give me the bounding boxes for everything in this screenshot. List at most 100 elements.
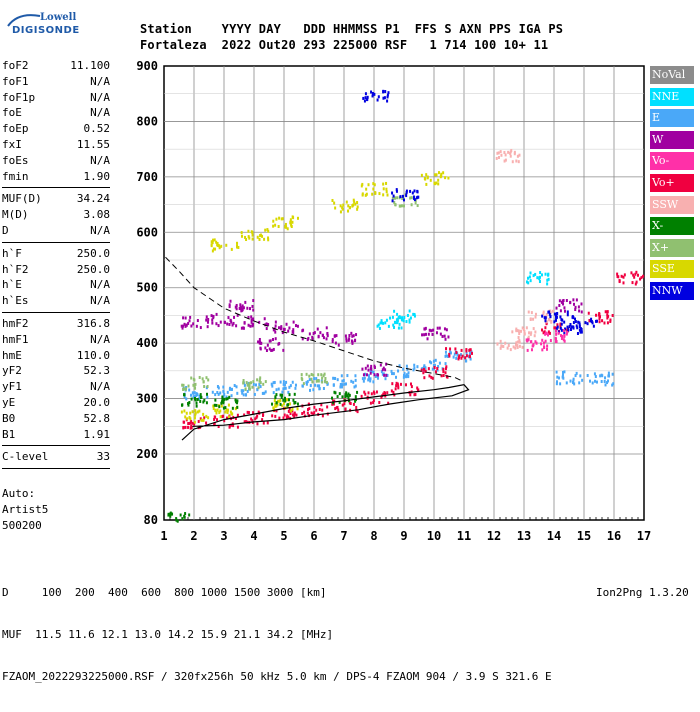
echo-mark (542, 312, 545, 316)
echo-mark (348, 334, 351, 338)
echo-mark (194, 386, 197, 390)
echo-mark (445, 365, 448, 369)
echo-mark (580, 310, 583, 314)
echo-mark (248, 387, 251, 391)
echo-mark (545, 313, 548, 317)
echo-mark (281, 331, 284, 335)
echo-mark (263, 317, 266, 321)
echo-mark (374, 191, 377, 195)
echo-mark (226, 416, 229, 420)
echo-mark (430, 361, 433, 365)
echo-mark (424, 177, 427, 181)
param-label: foEp (2, 122, 29, 136)
echo-mark (529, 279, 532, 283)
echo-mark (558, 299, 561, 303)
echo-mark (496, 342, 499, 346)
echo-mark (220, 404, 223, 408)
echo-mark (228, 425, 231, 429)
echo-mark (611, 313, 614, 317)
echo-mark (274, 402, 277, 406)
echo-mark (449, 350, 452, 354)
echo-mark (444, 350, 447, 354)
echo-mark (570, 325, 573, 329)
echo-mark (544, 272, 547, 276)
echo-mark (565, 299, 568, 303)
echo-mark (215, 418, 218, 422)
echo-mark (246, 389, 249, 393)
echo-mark (325, 326, 328, 330)
echo-mark (182, 383, 185, 387)
echo-mark (379, 363, 382, 367)
echo-mark (381, 368, 384, 372)
param-value: N/A (90, 153, 110, 167)
echo-mark (345, 200, 348, 204)
y-tick-label: 400 (136, 336, 158, 350)
echo-mark (631, 281, 634, 285)
echo-mark (554, 312, 557, 316)
echo-mark (182, 420, 185, 424)
legend-item: SSW (650, 195, 694, 214)
echo-mark (389, 316, 392, 320)
echo-mark (277, 326, 280, 330)
echo-mark (215, 312, 218, 316)
echo-mark (393, 200, 396, 204)
echo-mark (214, 247, 217, 251)
echo-mark (370, 392, 373, 396)
echo-mark (410, 196, 413, 200)
header-labels: Station YYYY DAY DDD HHMMSS P1 FFS S AXN… (140, 22, 564, 36)
legend-item: SSE (650, 260, 694, 279)
echo-mark (167, 513, 170, 517)
echo-mark (398, 364, 401, 368)
echo-mark (272, 391, 275, 395)
echo-mark (301, 384, 304, 388)
echo-mark (341, 403, 344, 407)
echo-mark (240, 306, 243, 310)
echo-mark (611, 383, 614, 387)
echo-mark (558, 303, 561, 307)
echo-mark (515, 341, 518, 345)
echo-mark (601, 319, 604, 323)
echo-mark (195, 392, 198, 396)
echo-mark (402, 198, 405, 202)
echo-mark (443, 334, 446, 338)
echo-mark (336, 378, 339, 382)
echo-mark (470, 351, 473, 355)
echo-mark (396, 321, 399, 325)
echo-mark (236, 241, 239, 245)
echo-mark (207, 317, 210, 321)
echo-mark (187, 403, 190, 407)
echo-mark (365, 187, 368, 191)
echo-mark (216, 408, 219, 412)
echo-mark (421, 333, 424, 337)
echo-mark (574, 374, 577, 378)
echo-mark (556, 375, 559, 379)
echo-mark (305, 381, 308, 385)
echo-mark (382, 392, 385, 396)
echo-mark (369, 377, 372, 381)
echo-mark (352, 203, 355, 207)
echo-mark (420, 173, 423, 177)
echo-mark (225, 243, 228, 247)
echo-mark (354, 395, 357, 399)
echo-mark (275, 388, 278, 392)
echo-mark (552, 309, 555, 313)
echo-mark (369, 371, 372, 375)
echo-mark (382, 193, 385, 197)
param-row: yF2 52.3 (2, 363, 110, 379)
echo-mark (244, 387, 247, 391)
echo-mark (282, 402, 285, 406)
echo-mark (548, 312, 551, 316)
echo-mark (396, 196, 399, 200)
echo-mark (398, 322, 401, 326)
echo-mark (247, 323, 250, 327)
echo-mark (306, 408, 309, 412)
echo-mark (333, 201, 336, 205)
param-label: yE (2, 395, 16, 409)
echo-mark (187, 425, 190, 429)
echo-mark (563, 333, 566, 337)
echo-mark (604, 376, 607, 380)
param-row: fmin 1.90 (2, 169, 110, 185)
echo-mark (530, 311, 533, 315)
echo-mark (393, 309, 396, 313)
echo-mark (348, 401, 351, 405)
